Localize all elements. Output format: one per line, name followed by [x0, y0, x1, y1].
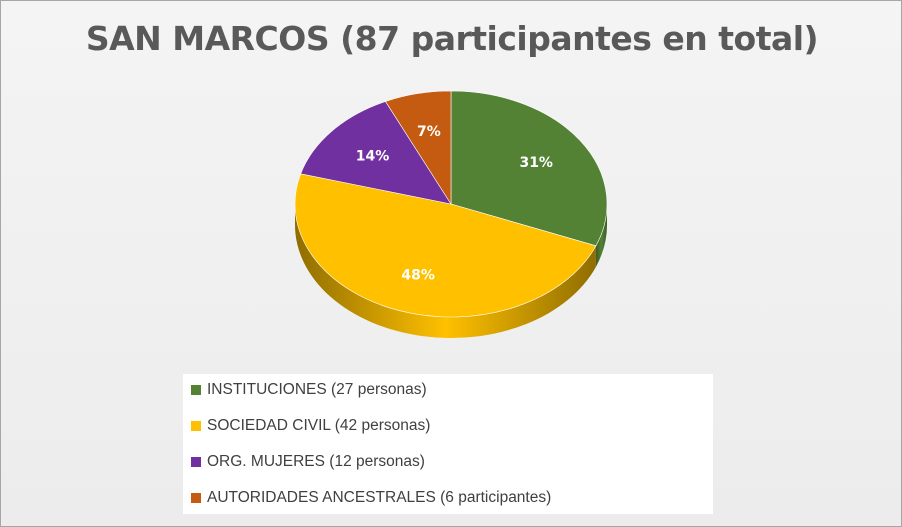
- pie-slice: [385, 90, 452, 206]
- pie-top: [294, 90, 608, 318]
- data-label: 48%: [401, 268, 435, 284]
- pie-slice: [450, 90, 608, 247]
- chart-title: SAN MARCOS (87 participantes en total): [85, 19, 819, 58]
- legend-swatch: [191, 421, 201, 431]
- legend-swatch: [191, 493, 201, 503]
- legend-label: ORG. MUJERES (12 personas): [207, 453, 425, 470]
- legend-swatch: [191, 457, 201, 467]
- pie-slice-side: [295, 204, 596, 338]
- pie-slice: [294, 173, 597, 318]
- legend-item: AUTORIDADES ANCESTRALES (6 participantes…: [191, 488, 551, 508]
- legend-label: AUTORIDADES ANCESTRALES (6 participantes…: [207, 489, 552, 506]
- legend-item: INSTITUCIONES (27 personas): [191, 380, 427, 400]
- data-label: 7%: [417, 124, 441, 140]
- pie-slice-side: [595, 204, 607, 267]
- legend-item: ORG. MUJERES (12 personas): [191, 452, 425, 472]
- legend-label: INSTITUCIONES (27 personas): [207, 381, 427, 398]
- data-label: 14%: [356, 149, 390, 165]
- legend-label: SOCIEDAD CIVIL (42 personas): [207, 417, 431, 434]
- pie-side-walls: [295, 204, 607, 338]
- data-label: 31%: [519, 155, 553, 171]
- pie-slice: [300, 101, 452, 205]
- data-labels: 31% 48% 14% 7%: [356, 124, 553, 284]
- legend-swatch: [191, 385, 201, 395]
- legend-item: SOCIEDAD CIVIL (42 personas): [191, 416, 430, 436]
- legend: INSTITUCIONES (27 personas) SOCIEDAD CIVI…: [183, 374, 713, 514]
